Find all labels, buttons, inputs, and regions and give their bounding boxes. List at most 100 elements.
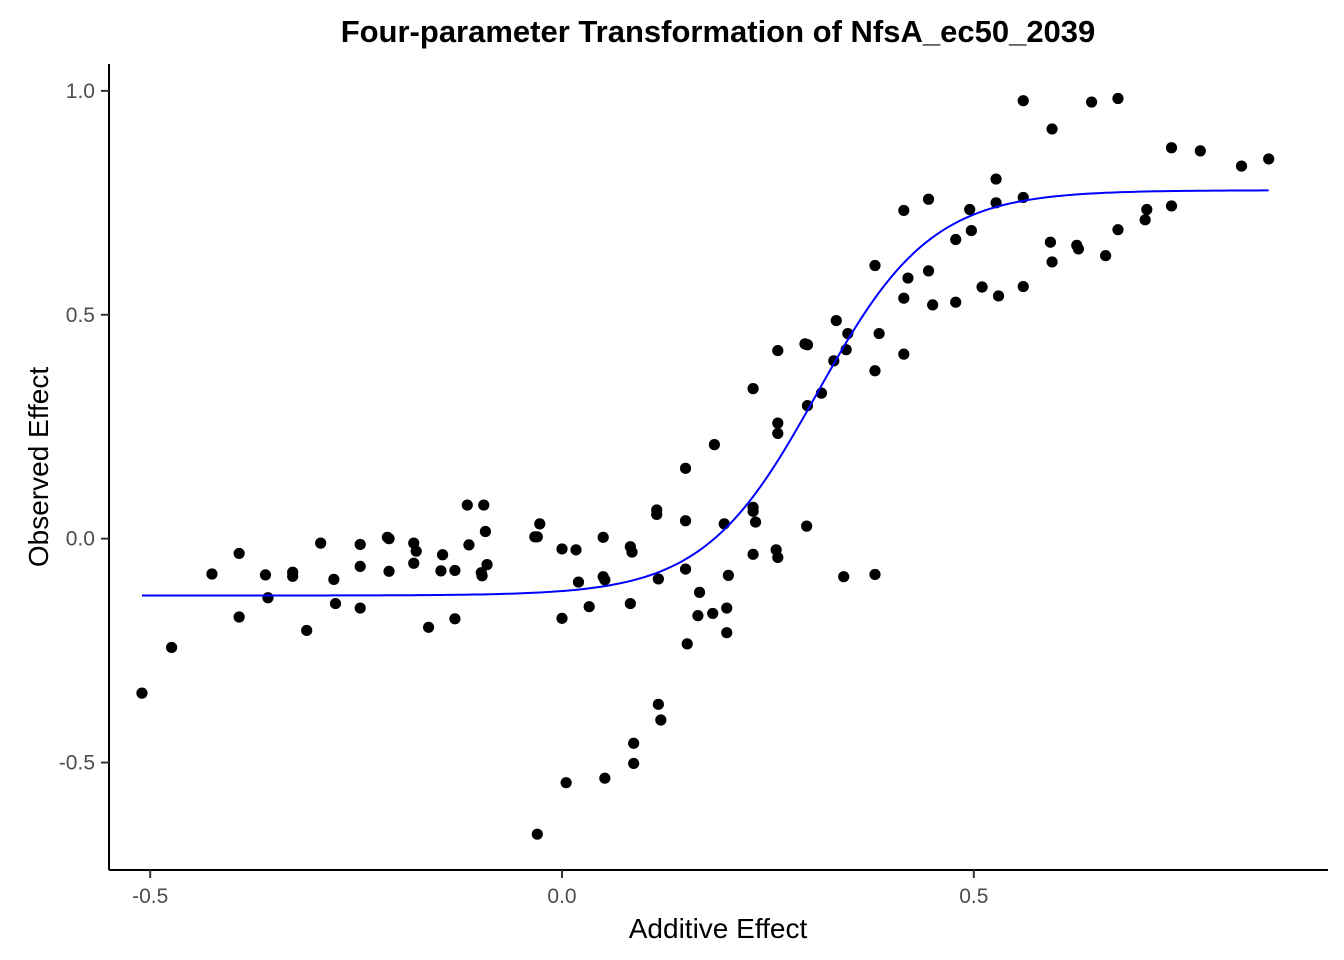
data-point-122 bbox=[1139, 214, 1151, 226]
data-point-111 bbox=[1017, 280, 1029, 293]
data-point-4 bbox=[233, 611, 245, 623]
data-point-6 bbox=[262, 592, 274, 604]
data-point-104 bbox=[965, 224, 977, 237]
data-point-10 bbox=[315, 537, 327, 549]
data-point-38 bbox=[556, 612, 568, 624]
data-point-76 bbox=[772, 417, 784, 429]
data-point-67 bbox=[721, 602, 733, 614]
y-axis-label: Observed Effect bbox=[23, 367, 54, 567]
data-point-49 bbox=[624, 597, 636, 610]
data-point-69 bbox=[722, 569, 734, 581]
data-point-30 bbox=[476, 570, 488, 582]
data-point-60 bbox=[679, 563, 692, 575]
data-point-31 bbox=[478, 499, 490, 511]
data-point-35 bbox=[531, 531, 543, 543]
data-point-83 bbox=[801, 520, 813, 532]
data-point-102 bbox=[950, 233, 962, 246]
data-point-90 bbox=[869, 259, 881, 272]
data-point-50 bbox=[626, 546, 638, 558]
data-point-33 bbox=[481, 559, 493, 571]
data-point-116 bbox=[1072, 243, 1085, 255]
data-point-118 bbox=[1100, 250, 1112, 262]
fit-curve bbox=[141, 189, 1269, 597]
data-point-18 bbox=[383, 565, 395, 577]
data-point-23 bbox=[435, 565, 447, 577]
data-point-89 bbox=[838, 571, 850, 583]
data-point-100 bbox=[927, 299, 939, 311]
data-point-15 bbox=[354, 602, 366, 614]
data-point-3 bbox=[233, 547, 245, 560]
data-point-123 bbox=[1165, 142, 1178, 154]
data-point-93 bbox=[869, 568, 881, 581]
x-tick-label-1: 0.0 bbox=[547, 885, 576, 908]
data-point-40 bbox=[560, 777, 572, 789]
data-point-36 bbox=[531, 828, 543, 840]
data-point-11 bbox=[328, 573, 340, 585]
data-point-117 bbox=[1086, 96, 1098, 108]
data-point-56 bbox=[652, 698, 664, 710]
data-point-105 bbox=[976, 281, 988, 293]
data-point-0 bbox=[136, 687, 148, 699]
data-point-86 bbox=[830, 314, 842, 327]
data-point-5 bbox=[259, 569, 272, 581]
x-axis-label: Additive Effect bbox=[629, 913, 808, 944]
data-point-44 bbox=[597, 531, 609, 543]
y-tick-label-3: 1.0 bbox=[66, 80, 95, 103]
y-tick-label-1: 0.0 bbox=[66, 528, 95, 551]
data-point-106 bbox=[990, 173, 1002, 185]
data-point-42 bbox=[572, 576, 585, 588]
data-point-127 bbox=[1263, 153, 1275, 165]
y-tick-label-2: 0.5 bbox=[66, 304, 95, 327]
data-point-101 bbox=[950, 296, 962, 308]
chart-title: Four-parameter Transformation of NfsA_ec… bbox=[341, 14, 1096, 49]
data-point-61 bbox=[681, 638, 693, 650]
data-point-37 bbox=[534, 518, 546, 530]
data-point-52 bbox=[628, 757, 640, 770]
data-point-108 bbox=[992, 290, 1005, 302]
data-point-62 bbox=[692, 610, 704, 622]
data-point-41 bbox=[570, 544, 582, 556]
data-point-12 bbox=[329, 597, 342, 610]
data-point-51 bbox=[628, 737, 640, 749]
data-point-96 bbox=[902, 272, 914, 284]
data-point-46 bbox=[599, 574, 611, 586]
data-point-99 bbox=[922, 265, 935, 277]
data-point-17 bbox=[383, 533, 395, 545]
x-axis-ticks: -0.5 0.0 0.5 bbox=[132, 870, 988, 908]
data-point-39 bbox=[556, 543, 568, 555]
data-point-64 bbox=[707, 607, 719, 620]
data-point-125 bbox=[1194, 145, 1206, 157]
data-point-126 bbox=[1235, 160, 1248, 172]
data-point-26 bbox=[461, 499, 473, 511]
data-point-74 bbox=[747, 548, 759, 560]
data-points bbox=[136, 92, 1275, 840]
data-point-63 bbox=[693, 586, 706, 598]
data-point-9 bbox=[301, 624, 313, 637]
data-point-55 bbox=[652, 573, 664, 585]
data-point-97 bbox=[898, 348, 910, 360]
data-point-47 bbox=[599, 772, 611, 784]
data-point-121 bbox=[1141, 203, 1153, 216]
data-point-54 bbox=[651, 508, 663, 521]
data-point-59 bbox=[679, 515, 692, 527]
data-point-114 bbox=[1046, 256, 1058, 268]
data-point-13 bbox=[354, 538, 366, 551]
data-point-112 bbox=[1046, 123, 1058, 135]
x-tick-label-0: -0.5 bbox=[132, 885, 168, 908]
data-point-58 bbox=[679, 462, 692, 474]
data-point-113 bbox=[1044, 236, 1057, 248]
data-point-19 bbox=[408, 557, 420, 569]
data-point-79 bbox=[772, 551, 784, 564]
data-point-120 bbox=[1112, 224, 1124, 236]
data-point-72 bbox=[747, 505, 759, 517]
data-point-14 bbox=[354, 560, 366, 573]
data-point-65 bbox=[708, 439, 720, 451]
data-point-21 bbox=[410, 545, 422, 557]
data-point-68 bbox=[721, 627, 733, 639]
data-point-75 bbox=[772, 344, 784, 357]
data-point-119 bbox=[1112, 92, 1124, 105]
y-axis-ticks: -0.5 0.0 0.5 1.0 bbox=[59, 80, 109, 775]
data-point-8 bbox=[287, 570, 299, 582]
data-point-73 bbox=[749, 516, 762, 528]
